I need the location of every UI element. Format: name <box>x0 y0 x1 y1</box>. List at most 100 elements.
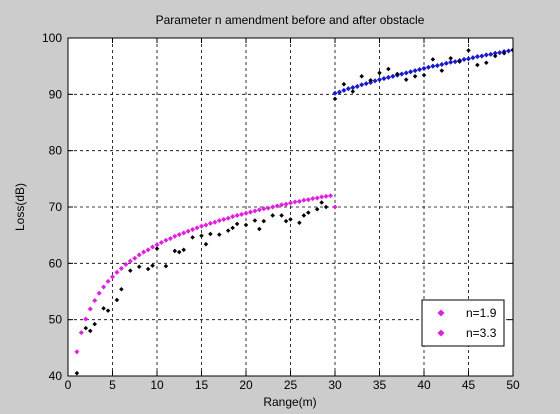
model-point <box>283 201 289 207</box>
model-point <box>212 219 218 225</box>
legend-label-n19: n=1.9 <box>466 306 497 320</box>
y-tick-label: 70 <box>49 200 63 214</box>
legend: n=1.9 n=3.3 <box>421 299 505 347</box>
measured-point <box>484 60 489 66</box>
measured-point <box>395 71 400 77</box>
model-point <box>190 226 196 233</box>
model-point <box>207 220 213 226</box>
model-point <box>172 233 178 239</box>
model-point <box>412 68 418 74</box>
x-tick-label: 20 <box>239 378 253 392</box>
ticks <box>67 37 514 377</box>
model-point <box>261 206 267 212</box>
model-point <box>145 247 151 253</box>
model-point <box>296 198 302 204</box>
model-point <box>247 209 253 215</box>
model-point <box>345 86 351 92</box>
x-tick-label: 25 <box>284 378 298 392</box>
measured-point <box>279 213 284 218</box>
x-tick-label: 50 <box>506 378 520 392</box>
model-point <box>328 193 334 199</box>
model-point <box>310 196 316 202</box>
x-tick-label: 40 <box>417 378 431 392</box>
measured-point <box>261 218 267 224</box>
model-point <box>492 50 498 56</box>
measured-point <box>306 210 311 215</box>
model-point <box>74 349 80 355</box>
model-point <box>167 236 173 242</box>
measured-point <box>297 220 302 226</box>
y-tick-label: 80 <box>49 144 63 158</box>
x-tick-label: 0 <box>65 378 72 392</box>
x-tick-label: 35 <box>373 378 387 392</box>
measured-point <box>350 89 356 94</box>
y-tick-label: 60 <box>49 256 63 270</box>
chart-title: Parameter n amendment before and after o… <box>156 13 425 27</box>
measured-point <box>105 308 111 313</box>
x-tick-label: 5 <box>109 378 116 392</box>
model-point <box>154 242 160 248</box>
model-point <box>323 193 329 199</box>
model-point <box>158 239 164 246</box>
model-point <box>150 244 156 250</box>
measured-point <box>150 263 155 268</box>
y-tick-label: 50 <box>49 313 63 327</box>
model-point <box>221 216 227 222</box>
model-point <box>176 232 182 238</box>
model-point <box>234 212 240 218</box>
model-point <box>305 197 311 203</box>
model-point <box>141 249 147 255</box>
measured-point <box>270 213 275 218</box>
measured-point <box>288 217 293 222</box>
y-tick-label: 100 <box>42 31 62 45</box>
model-point <box>127 258 133 264</box>
y-tick-label: 90 <box>49 87 63 101</box>
model-point <box>381 76 387 82</box>
model-point <box>123 261 129 268</box>
measured-point <box>439 68 445 73</box>
model-point <box>216 217 222 224</box>
measured-point <box>145 266 151 272</box>
x-tick-label: 15 <box>195 378 209 392</box>
model-point <box>163 237 169 243</box>
measured-point <box>74 370 80 376</box>
model-point <box>448 59 454 65</box>
legend-label-n33: n=3.3 <box>466 326 497 340</box>
model-point <box>132 255 138 261</box>
model-point <box>243 210 249 216</box>
model-point <box>332 204 338 210</box>
model-point <box>92 297 98 304</box>
x-tick-label: 45 <box>462 378 476 392</box>
model-point <box>78 330 84 336</box>
model-point <box>265 205 271 211</box>
legend-marker-n19 <box>437 309 445 317</box>
model-point <box>225 215 231 221</box>
model-point <box>239 211 245 217</box>
x-tick-label: 10 <box>150 378 164 392</box>
measured-point <box>83 325 89 331</box>
measured-point <box>314 206 320 212</box>
model-point <box>292 199 298 205</box>
model-point <box>87 306 93 312</box>
model-point <box>198 223 205 229</box>
x-axis-label: Range(m) <box>263 395 316 409</box>
model-point <box>287 200 294 206</box>
model-point <box>194 225 200 231</box>
y-axis-label: Loss(dB) <box>13 183 27 231</box>
legend-marker-n33 <box>437 329 445 337</box>
measured-point <box>87 328 93 334</box>
model-point <box>390 73 396 79</box>
measured-point <box>283 218 289 224</box>
model-point <box>274 203 280 209</box>
legend-box <box>421 299 505 347</box>
measured-point <box>128 268 133 273</box>
model-point <box>470 55 476 61</box>
model-point <box>252 208 258 214</box>
model-point <box>181 230 187 236</box>
model-point <box>203 222 209 228</box>
measured-point <box>301 213 307 218</box>
model-point <box>434 63 440 69</box>
tick-labels: 0 5 10 15 20 25 30 35 40 45 50 40 50 60 70 80 90 100 <box>42 31 520 392</box>
model-point <box>319 194 325 200</box>
x-tick-label: 30 <box>328 378 342 392</box>
